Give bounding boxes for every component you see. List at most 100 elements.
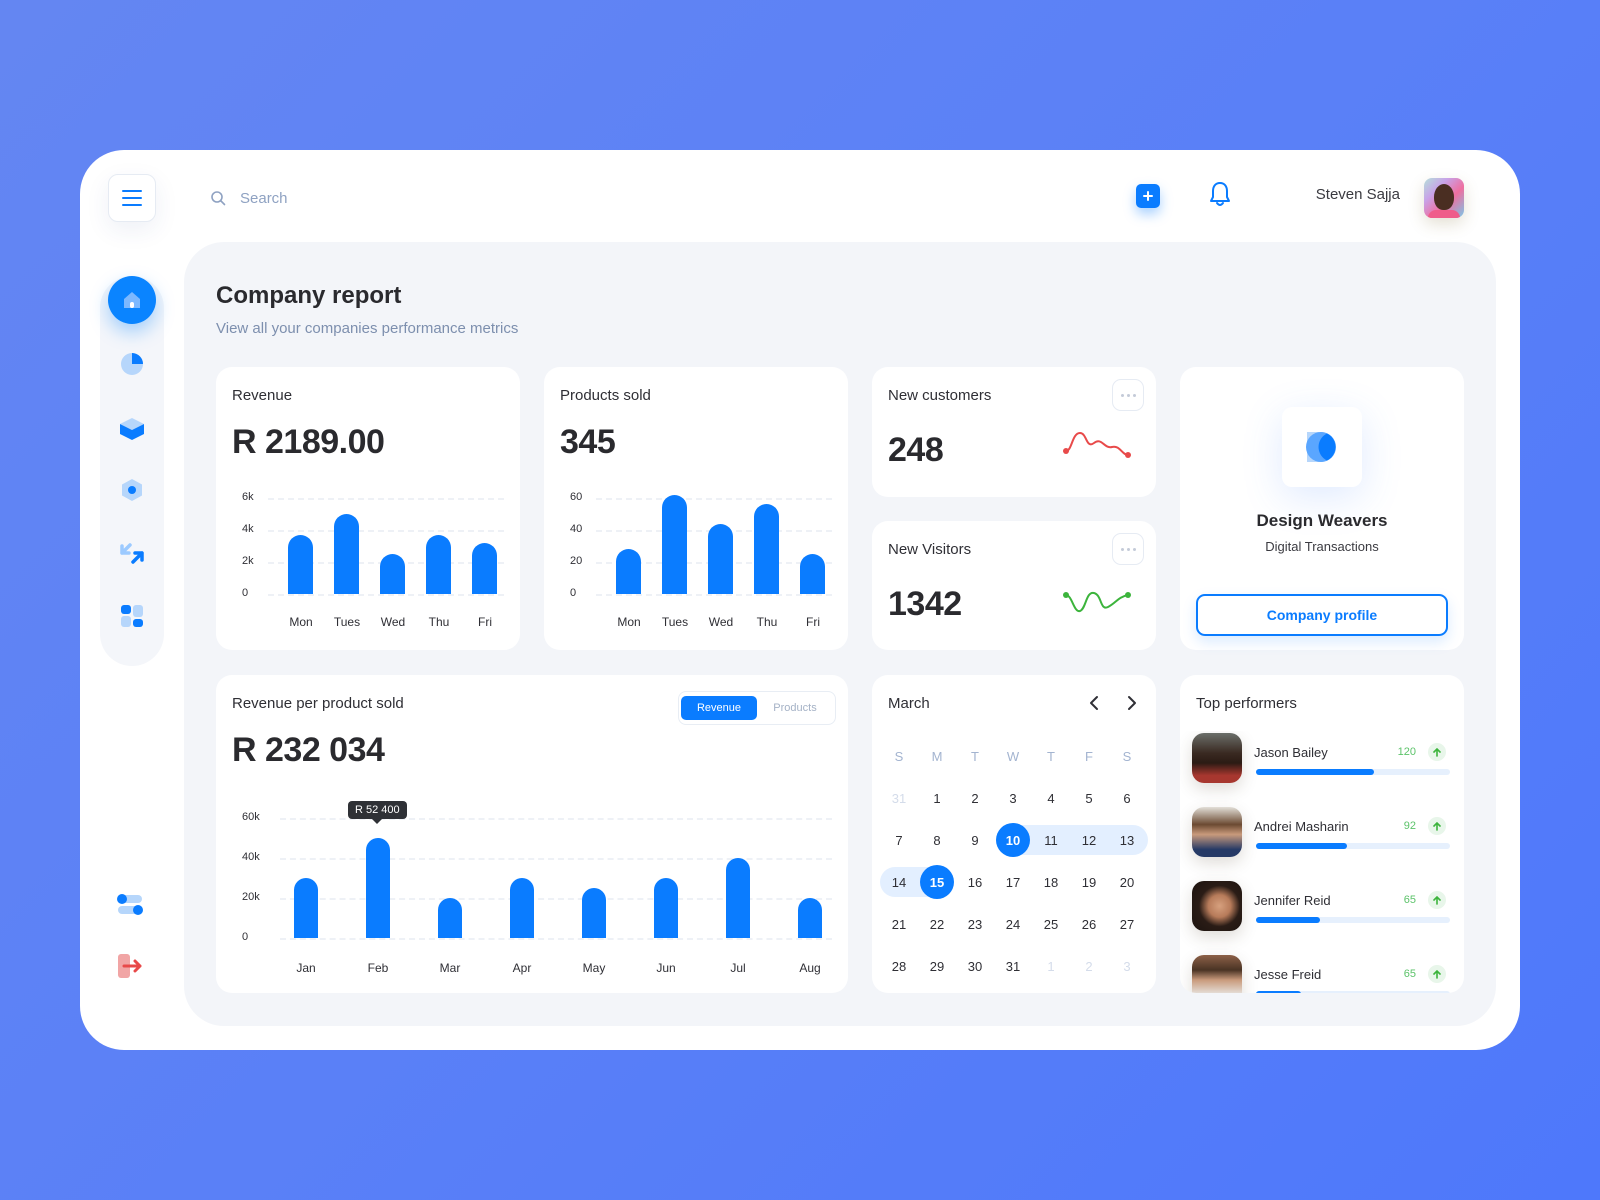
bar-fri[interactable] (472, 543, 497, 594)
calendar-day[interactable]: 25 (1043, 916, 1059, 932)
calendar-day[interactable]: 2 (1085, 958, 1093, 974)
bar-fri[interactable] (800, 554, 825, 594)
sidebar-item-products[interactable] (118, 415, 146, 443)
performer-item[interactable]: Andrei Masharin 92 (1180, 805, 1464, 879)
toggle-products[interactable]: Products (757, 696, 833, 720)
bar-jun[interactable] (654, 878, 678, 938)
bar-thu[interactable] (426, 535, 451, 594)
bar-mon[interactable] (288, 535, 313, 594)
add-button[interactable] (1136, 184, 1160, 208)
logout-button[interactable] (116, 952, 144, 980)
more-options-button[interactable] (1112, 379, 1144, 411)
sidebar-item-apps[interactable] (118, 602, 146, 630)
calendar-day[interactable]: 19 (1081, 874, 1097, 890)
x-tick: Tues (333, 615, 361, 629)
bar-jan[interactable] (294, 878, 318, 938)
calendar-day[interactable]: 3 (1123, 958, 1131, 974)
calendar-day[interactable]: 29 (929, 958, 945, 974)
bar-tues[interactable] (334, 514, 359, 594)
calendar-day[interactable]: 14 (891, 874, 907, 890)
calendar-week: 28 29 30 31 1 2 3 (880, 945, 1148, 987)
bar-wed[interactable] (380, 554, 405, 594)
x-tick: Wed (380, 615, 406, 629)
weekday-label: M (931, 748, 943, 764)
calendar-day[interactable]: 1 (1047, 958, 1055, 974)
performer-item[interactable]: Jason Bailey 120 (1180, 731, 1464, 805)
performer-name: Andrei Masharin (1254, 819, 1349, 834)
calendar-day[interactable]: 3 (1009, 790, 1017, 806)
performer-avatar (1192, 807, 1242, 857)
card-title: Products sold (560, 387, 651, 404)
calendar-day[interactable]: 17 (1005, 874, 1021, 890)
card-title: Revenue per product sold (232, 695, 404, 712)
calendar-day[interactable]: 27 (1119, 916, 1135, 932)
more-options-button[interactable] (1112, 533, 1144, 565)
x-tick: Thu (756, 615, 778, 629)
app-window: Steven Sajja (80, 150, 1520, 1050)
calendar-day[interactable]: 31 (1005, 958, 1021, 974)
calendar-day[interactable]: 7 (895, 832, 903, 848)
calendar-day[interactable]: 30 (967, 958, 983, 974)
menu-button[interactable] (108, 174, 156, 222)
calendar-day[interactable]: 22 (929, 916, 945, 932)
x-tick: Wed (708, 615, 734, 629)
performer-item[interactable]: Jennifer Reid 65 (1180, 879, 1464, 953)
calendar-day[interactable]: 12 (1081, 832, 1097, 848)
prev-month-button[interactable] (1084, 693, 1104, 713)
next-month-button[interactable] (1122, 693, 1142, 713)
calendar-day[interactable]: 13 (1119, 832, 1135, 848)
calendar-card: March S M T W T F S 31 1 (872, 675, 1156, 993)
products-value: 345 (560, 423, 616, 461)
y-tick: 4k (242, 523, 254, 535)
calendar-day[interactable]: 20 (1119, 874, 1135, 890)
calendar-day[interactable]: 28 (891, 958, 907, 974)
calendar-day[interactable]: 5 (1085, 790, 1093, 806)
chart-toggle: Revenue Products (678, 691, 836, 725)
calendar-day[interactable]: 8 (933, 832, 941, 848)
notifications-button[interactable] (1208, 180, 1232, 208)
calendar-day[interactable]: 11 (1044, 832, 1058, 848)
bar-mon[interactable] (616, 549, 641, 594)
preferences-button[interactable] (116, 890, 144, 918)
company-type: Digital Transactions (1265, 539, 1379, 554)
calendar-day[interactable]: 31 (891, 790, 907, 806)
bar-jul[interactable] (726, 858, 750, 938)
calendar-day[interactable]: 9 (971, 832, 979, 848)
search-input[interactable] (240, 189, 540, 207)
bar-mar[interactable] (438, 898, 462, 938)
bar-may[interactable] (582, 888, 606, 938)
weekday-label: W (1006, 748, 1020, 764)
calendar-day[interactable]: 23 (967, 916, 983, 932)
company-profile-button[interactable]: Company profile (1196, 594, 1448, 636)
trend-up-icon (1428, 743, 1446, 761)
bar-feb[interactable] (366, 838, 390, 938)
calendar-day[interactable]: 21 (891, 916, 907, 932)
calendar-day[interactable]: 18 (1043, 874, 1059, 890)
bar-aug[interactable] (798, 898, 822, 938)
calendar-day[interactable]: 26 (1081, 916, 1097, 932)
products-chart: 60 40 20 0 Mon Tues Wed Thu (560, 491, 832, 631)
bar-thu[interactable] (754, 504, 779, 594)
calendar-day-range-end[interactable]: 15 (918, 865, 956, 899)
performer-item[interactable]: Jesse Freid 65 (1180, 953, 1464, 993)
bar-tues[interactable] (662, 495, 687, 594)
sidebar (100, 276, 164, 666)
calendar-day[interactable]: 24 (1005, 916, 1021, 932)
calendar-day[interactable]: 1 (933, 790, 941, 806)
sidebar-item-analytics[interactable] (118, 350, 146, 378)
sidebar-item-settings[interactable] (118, 476, 146, 504)
calendar-day[interactable]: 16 (967, 874, 983, 890)
calendar-day-range-start[interactable]: 10 (994, 823, 1032, 857)
calendar-day[interactable]: 6 (1123, 790, 1131, 806)
calendar-day[interactable]: 4 (1047, 790, 1055, 806)
bar-apr[interactable] (510, 878, 534, 938)
toggle-revenue[interactable]: Revenue (681, 696, 757, 720)
performer-progress (1256, 917, 1450, 923)
bar-wed[interactable] (708, 524, 733, 594)
performer-score: 65 (1403, 968, 1416, 980)
user-avatar[interactable] (1424, 178, 1464, 218)
sidebar-item-home[interactable] (108, 276, 156, 324)
user-name[interactable]: Steven Sajja (1315, 186, 1400, 203)
sidebar-item-transfers[interactable] (118, 539, 146, 567)
calendar-day[interactable]: 2 (971, 790, 979, 806)
